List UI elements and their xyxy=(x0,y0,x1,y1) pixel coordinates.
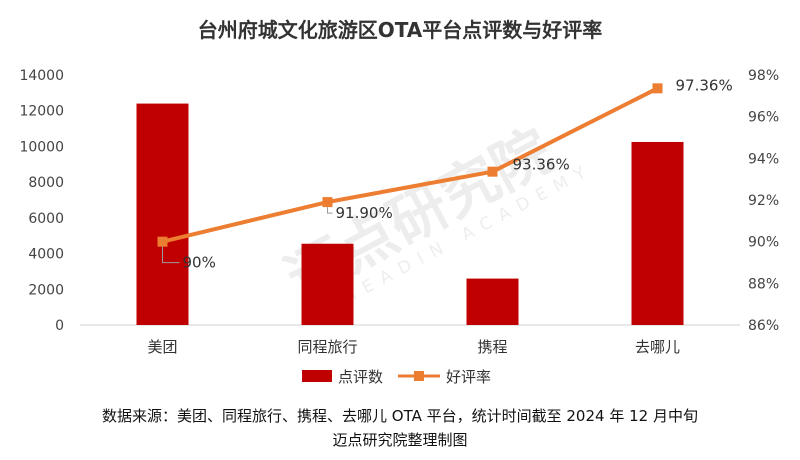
category-label: 同程旅行 xyxy=(297,338,357,356)
bar-series xyxy=(136,103,684,325)
bar xyxy=(301,243,354,325)
source-note: 数据来源：美团、同程旅行、携程、去哪儿 OTA 平台，统计时间截至 2024 年… xyxy=(0,404,800,452)
line-marker xyxy=(322,197,333,208)
line-data-label: 90% xyxy=(183,254,216,272)
source-note-line2: 迈点研究院整理制图 xyxy=(332,431,468,449)
leader-line xyxy=(162,246,180,264)
line-marker xyxy=(157,236,168,247)
left-tick-label: 6000 xyxy=(28,211,64,227)
category-label: 携程 xyxy=(477,338,507,356)
left-tick-label: 10000 xyxy=(19,139,64,155)
line-marker xyxy=(652,83,663,94)
right-tick-label: 90% xyxy=(748,235,779,251)
line-data-label: 91.90% xyxy=(336,204,393,222)
category-labels: 美团 同程旅行 携程 去哪儿 xyxy=(147,338,680,356)
legend-bar-swatch xyxy=(302,370,332,382)
bar xyxy=(136,103,189,325)
right-axis: 86% 88% 90% 92% 94% 96% 98% xyxy=(748,68,779,334)
right-tick-label: 92% xyxy=(748,193,779,209)
right-tick-label: 94% xyxy=(748,151,779,167)
legend: 点评数 好评率 xyxy=(302,368,491,386)
line-marker xyxy=(487,166,498,177)
source-note-line1: 数据来源：美团、同程旅行、携程、去哪儿 OTA 平台，统计时间截至 2024 年… xyxy=(102,407,698,425)
left-axis: 0 2000 4000 6000 8000 10000 12000 14000 xyxy=(19,68,64,334)
right-tick-label: 88% xyxy=(748,276,779,292)
left-tick-label: 12000 xyxy=(19,104,64,120)
left-tick-label: 8000 xyxy=(28,175,64,191)
line-series: 90% 91.90% 93.36% 97.36% xyxy=(157,76,733,272)
legend-bar-label: 点评数 xyxy=(338,368,383,386)
bar xyxy=(466,278,519,325)
legend-line-marker xyxy=(414,371,424,381)
right-tick-label: 98% xyxy=(748,68,779,84)
leader-line xyxy=(327,207,333,214)
left-tick-label: 2000 xyxy=(28,282,64,298)
line-data-label: 93.36% xyxy=(513,156,570,174)
chart-title: 台州府城文化旅游区OTA平台点评数与好评率 xyxy=(197,18,603,42)
category-label: 去哪儿 xyxy=(635,338,680,356)
left-tick-label: 14000 xyxy=(19,68,64,84)
left-tick-label: 0 xyxy=(55,318,64,334)
bar xyxy=(631,141,684,325)
category-label: 美团 xyxy=(147,338,177,356)
right-tick-label: 86% xyxy=(748,318,779,334)
left-tick-label: 4000 xyxy=(28,247,64,263)
line-path xyxy=(162,86,659,244)
right-tick-label: 96% xyxy=(748,110,779,126)
line-data-label: 97.36% xyxy=(676,76,733,94)
legend-line-label: 好评率 xyxy=(446,368,491,386)
